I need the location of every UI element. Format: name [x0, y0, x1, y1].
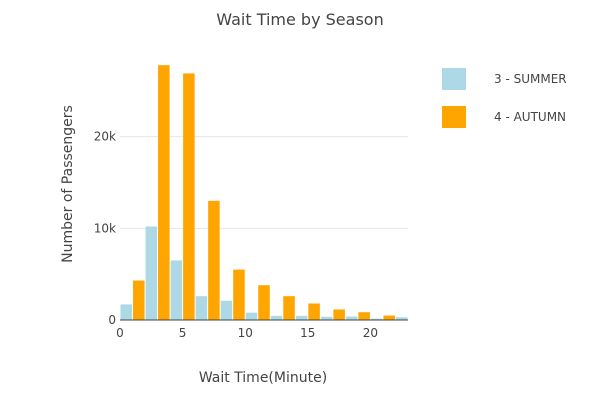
- x-tick-label: 0: [116, 326, 124, 340]
- bar-summer[interactable]: [195, 296, 208, 320]
- bar-summer[interactable]: [170, 260, 183, 320]
- x-tick-label: 10: [238, 326, 253, 340]
- bar-autumn[interactable]: [383, 315, 395, 320]
- bar-autumn[interactable]: [258, 285, 270, 320]
- bar-autumn[interactable]: [333, 309, 345, 320]
- y-tick-label: 10k: [94, 221, 116, 235]
- bars-layer[interactable]: [120, 65, 408, 321]
- legend[interactable]: 3 - SUMMER 4 - AUTUMN: [442, 68, 567, 128]
- x-tick-label: 5: [179, 326, 187, 340]
- legend-item-autumn[interactable]: 4 - AUTUMN: [442, 106, 566, 128]
- bar-autumn[interactable]: [283, 296, 295, 320]
- bar-summer[interactable]: [395, 317, 408, 320]
- y-tick-label: 0: [108, 313, 116, 327]
- x-tick-label: 20: [363, 326, 378, 340]
- chart-title: Wait Time by Season: [216, 10, 383, 29]
- bar-autumn[interactable]: [183, 73, 195, 321]
- y-axis-title: Number of Passengers: [60, 105, 76, 263]
- bar-summer[interactable]: [295, 315, 308, 320]
- bar-summer[interactable]: [120, 304, 133, 320]
- bar-summer[interactable]: [370, 318, 383, 320]
- x-axis-title: Wait Time(Minute): [199, 370, 327, 386]
- x-tick-label: 15: [300, 326, 315, 340]
- bar-autumn[interactable]: [308, 303, 320, 321]
- bar-autumn[interactable]: [133, 280, 145, 320]
- bar-summer[interactable]: [145, 226, 158, 321]
- bar-autumn[interactable]: [208, 200, 220, 320]
- bar-summer[interactable]: [245, 312, 258, 320]
- legend-swatch: [442, 68, 466, 90]
- bar-summer[interactable]: [345, 316, 358, 320]
- legend-item-summer[interactable]: 3 - SUMMER: [442, 68, 567, 90]
- legend-label: 3 - SUMMER: [494, 72, 567, 86]
- bar-autumn[interactable]: [158, 65, 170, 321]
- bar-summer[interactable]: [270, 315, 283, 320]
- bar-summer[interactable]: [220, 300, 233, 320]
- bar-summer[interactable]: [320, 316, 333, 320]
- legend-swatch: [442, 106, 466, 128]
- bar-autumn[interactable]: [233, 269, 245, 320]
- legend-label: 4 - AUTUMN: [494, 110, 566, 124]
- bar-autumn[interactable]: [358, 312, 370, 320]
- y-tick-label: 20k: [94, 130, 116, 144]
- axis-layer: 0 10k 20k 0 5 10 15 20: [94, 130, 408, 340]
